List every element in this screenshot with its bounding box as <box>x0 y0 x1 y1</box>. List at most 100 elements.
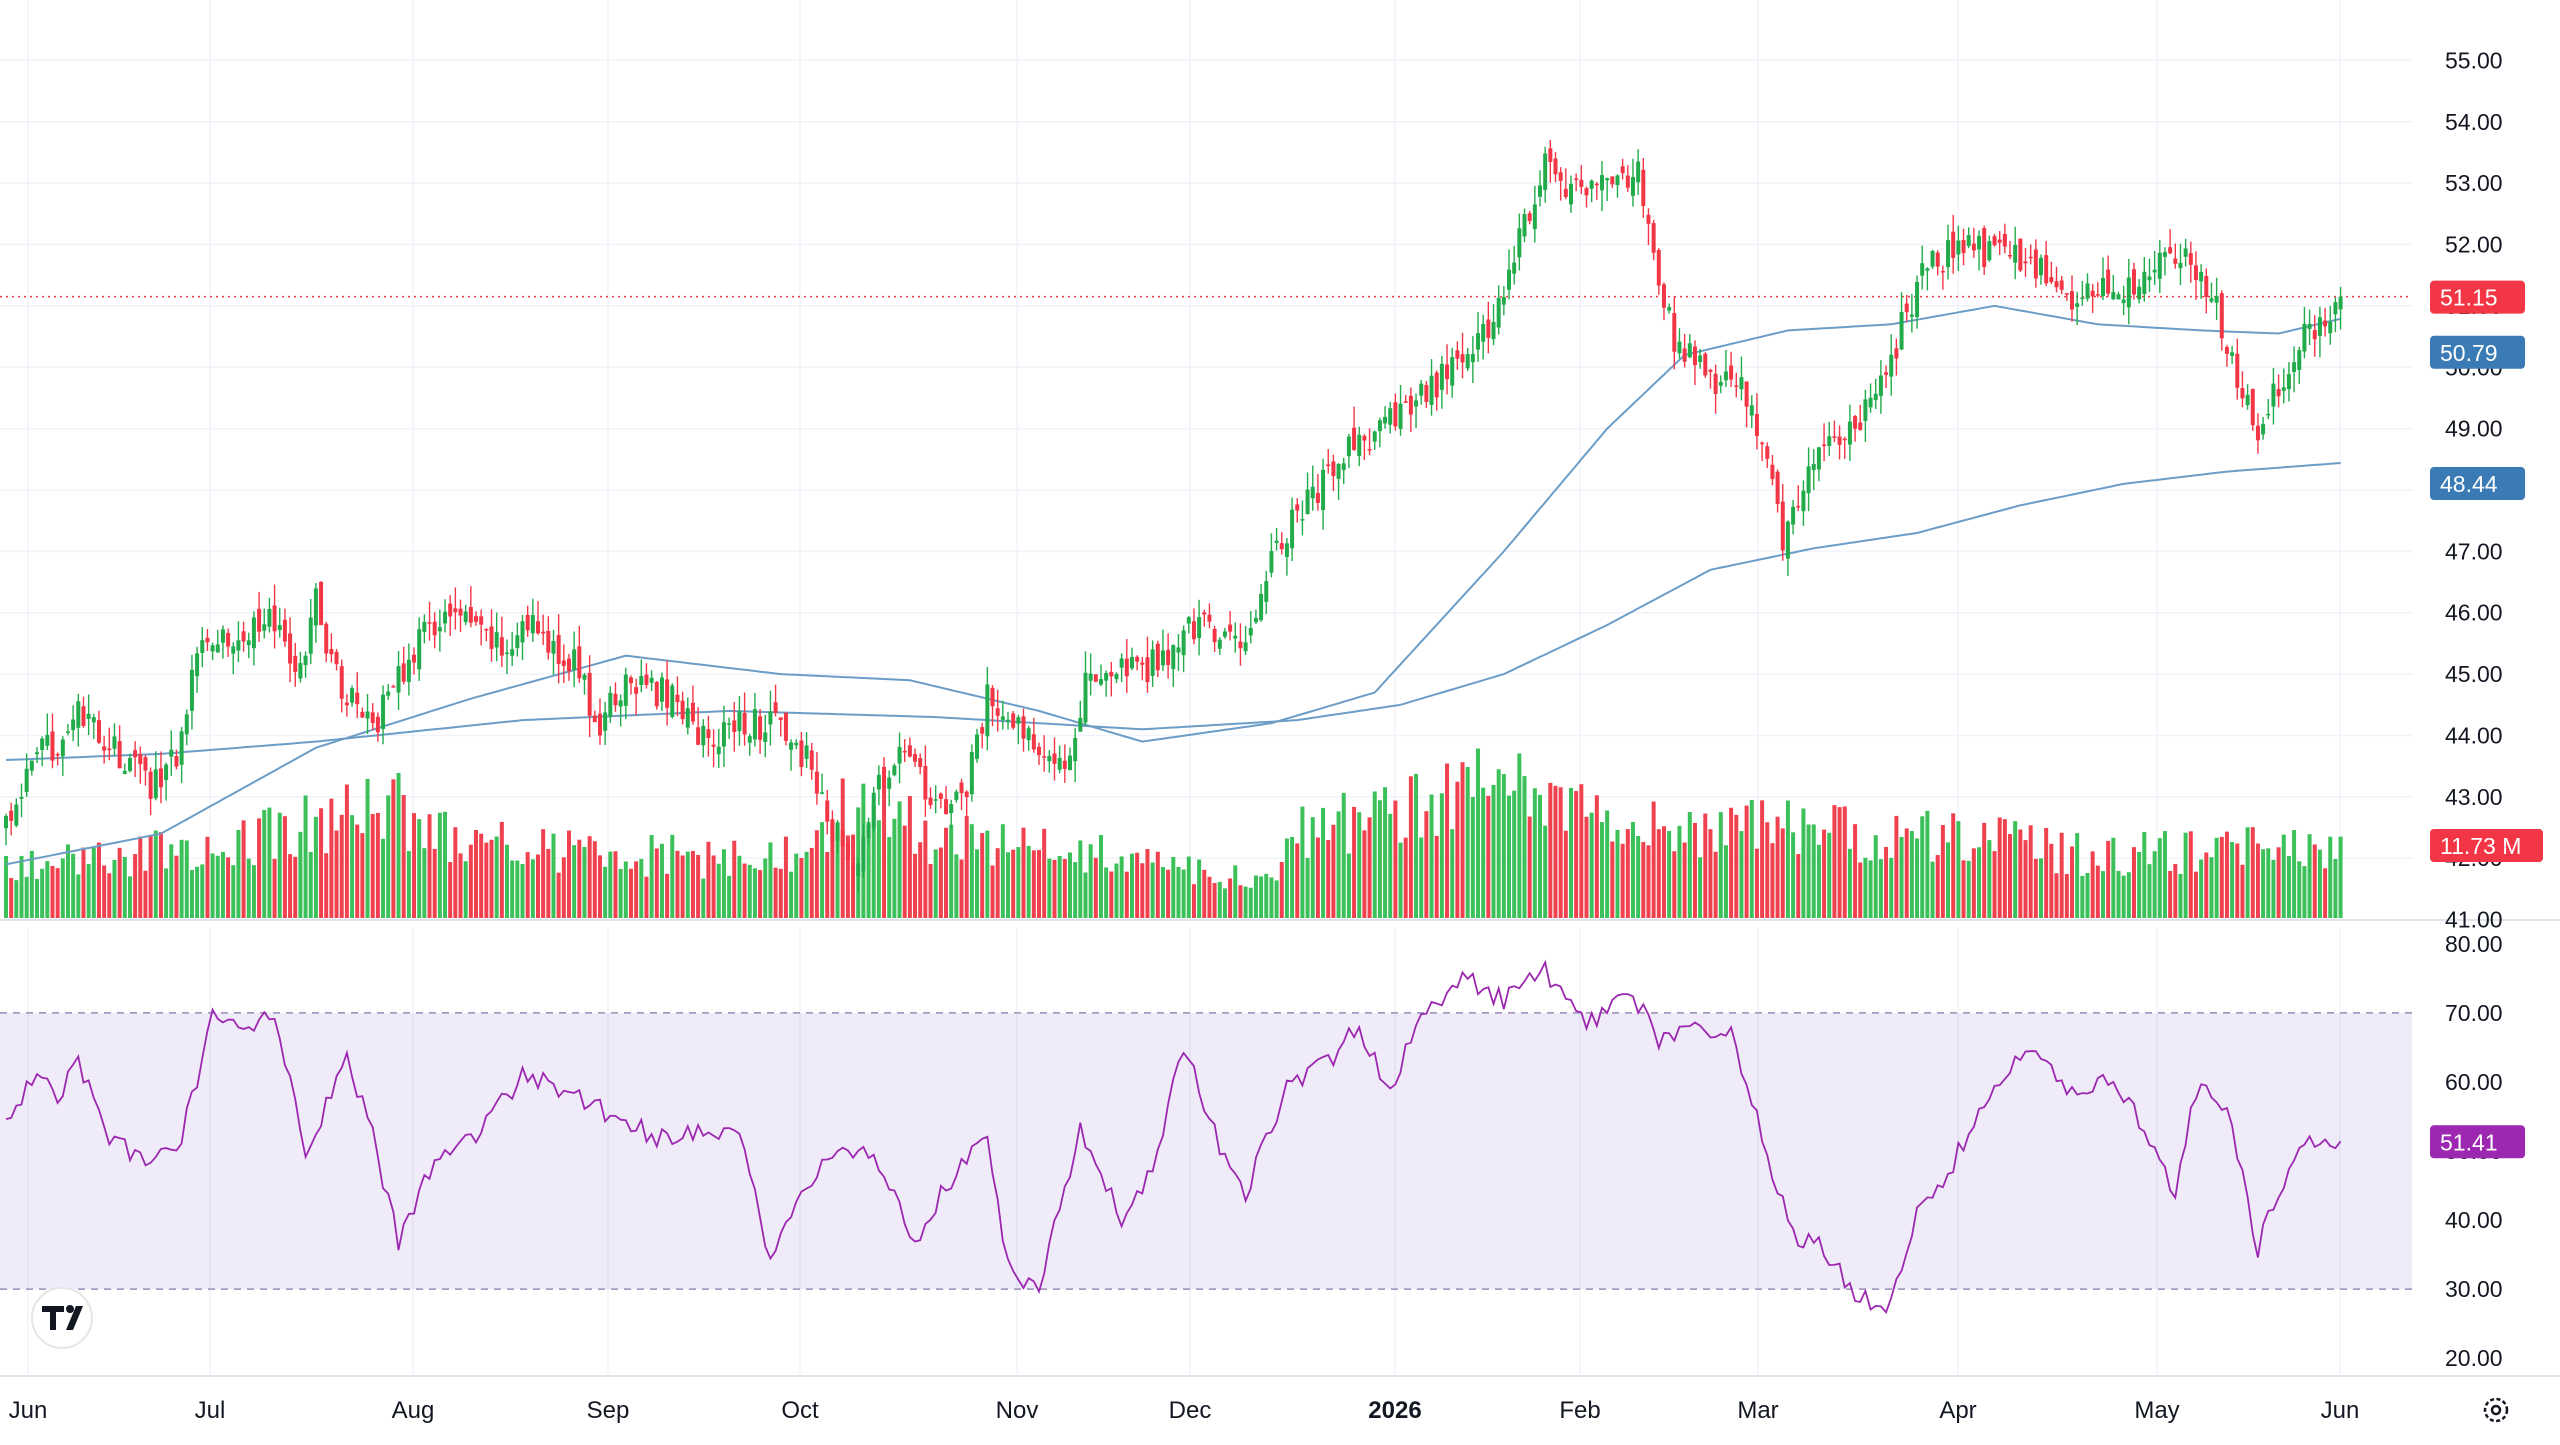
candle-body[interactable] <box>246 640 251 646</box>
candle-body[interactable] <box>1171 645 1176 670</box>
candle-body[interactable] <box>226 632 231 647</box>
candle-body[interactable] <box>2261 423 2266 435</box>
candle-body[interactable] <box>1429 375 1434 405</box>
candle-body[interactable] <box>830 819 835 842</box>
candle-body[interactable] <box>1574 178 1579 180</box>
candle-body[interactable] <box>2245 394 2250 406</box>
candle-body[interactable] <box>1687 343 1692 358</box>
candle-body[interactable] <box>169 749 174 757</box>
candle-body[interactable] <box>282 619 287 642</box>
candle-body[interactable] <box>1031 734 1036 750</box>
candle-body[interactable] <box>985 684 990 737</box>
candle-body[interactable] <box>2085 283 2090 299</box>
candle-body[interactable] <box>1920 263 1925 276</box>
candle-body[interactable] <box>1791 506 1796 525</box>
candle-body[interactable] <box>453 608 458 613</box>
candle-body[interactable] <box>1305 489 1310 515</box>
candle-body[interactable] <box>205 637 210 643</box>
candle-body[interactable] <box>1476 333 1481 350</box>
candle-body[interactable] <box>2286 374 2291 390</box>
candle-body[interactable] <box>1563 188 1568 197</box>
candle-body[interactable] <box>1321 469 1326 511</box>
candle-body[interactable] <box>102 746 107 751</box>
candle-body[interactable] <box>969 751 974 795</box>
candle-body[interactable] <box>2328 322 2333 334</box>
candle-body[interactable] <box>272 605 277 632</box>
candle-body[interactable] <box>737 711 742 732</box>
candle-body[interactable] <box>597 713 602 736</box>
candle-body[interactable] <box>2028 256 2033 259</box>
candle-body[interactable] <box>1925 268 1930 271</box>
candle-body[interactable] <box>1661 284 1666 308</box>
candle-body[interactable] <box>1739 377 1744 390</box>
candle-body[interactable] <box>1021 716 1026 739</box>
candle-body[interactable] <box>55 754 60 756</box>
candle-body[interactable] <box>1517 228 1522 258</box>
candle-body[interactable] <box>2323 320 2328 327</box>
candle-body[interactable] <box>174 756 179 767</box>
candle-body[interactable] <box>1884 372 1889 375</box>
candle-body[interactable] <box>231 646 236 654</box>
candle-body[interactable] <box>1977 235 1982 250</box>
candle-body[interactable] <box>913 754 918 762</box>
candle-body[interactable] <box>2049 277 2054 283</box>
candle-body[interactable] <box>882 766 887 789</box>
candle-body[interactable] <box>489 626 494 649</box>
candle-body[interactable] <box>1388 408 1393 425</box>
candle-body[interactable] <box>520 621 525 643</box>
candle-body[interactable] <box>1651 223 1656 253</box>
candle-body[interactable] <box>1166 649 1171 665</box>
candle-body[interactable] <box>1119 658 1124 668</box>
candle-body[interactable] <box>1718 381 1723 386</box>
candle-body[interactable] <box>1698 355 1703 362</box>
candle-body[interactable] <box>1594 183 1599 186</box>
candle-body[interactable] <box>1062 760 1067 769</box>
candle-body[interactable] <box>902 750 907 753</box>
candle-body[interactable] <box>1522 214 1527 237</box>
candle-body[interactable] <box>1465 354 1470 369</box>
candle-body[interactable] <box>344 702 349 706</box>
candle-body[interactable] <box>928 797 933 806</box>
candle-body[interactable] <box>546 630 551 653</box>
candle-body[interactable] <box>2204 276 2209 298</box>
candle-body[interactable] <box>871 792 876 828</box>
candle-body[interactable] <box>887 777 892 789</box>
candle-body[interactable] <box>1873 393 1878 400</box>
candle-body[interactable] <box>680 700 685 720</box>
candle-body[interactable] <box>794 742 799 746</box>
candle-body[interactable] <box>1889 354 1894 377</box>
candle-body[interactable] <box>2317 317 2322 336</box>
candle-body[interactable] <box>2266 413 2271 416</box>
candle-body[interactable] <box>995 708 1000 716</box>
candle-body[interactable] <box>1006 719 1011 722</box>
candle-body[interactable] <box>1326 464 1331 466</box>
candle-body[interactable] <box>2338 296 2343 310</box>
candle-body[interactable] <box>1584 188 1589 196</box>
candle-body[interactable] <box>19 796 24 799</box>
candle-body[interactable] <box>1636 161 1641 183</box>
candle-body[interactable] <box>1207 614 1212 622</box>
candle-body[interactable] <box>479 616 484 625</box>
candle-body[interactable] <box>1150 649 1155 676</box>
candle-body[interactable] <box>2235 353 2240 388</box>
candle-body[interactable] <box>117 741 122 769</box>
candle-body[interactable] <box>515 635 520 649</box>
candle-body[interactable] <box>561 660 566 666</box>
candle-body[interactable] <box>65 731 70 733</box>
candle-body[interactable] <box>711 744 716 747</box>
candle-body[interactable] <box>1853 416 1858 429</box>
candle-body[interactable] <box>654 681 659 707</box>
candle-body[interactable] <box>2193 265 2198 281</box>
candle-body[interactable] <box>1785 521 1790 559</box>
candle-body[interactable] <box>334 651 339 665</box>
candle-body[interactable] <box>448 603 453 617</box>
candle-body[interactable] <box>1419 383 1424 396</box>
candle-body[interactable] <box>933 799 938 801</box>
candle-body[interactable] <box>1966 235 1971 246</box>
candle-body[interactable] <box>1935 252 1940 267</box>
candle-body[interactable] <box>432 621 437 636</box>
candle-body[interactable] <box>2059 280 2064 290</box>
candle-body[interactable] <box>2018 238 2023 271</box>
candle-body[interactable] <box>412 654 417 663</box>
